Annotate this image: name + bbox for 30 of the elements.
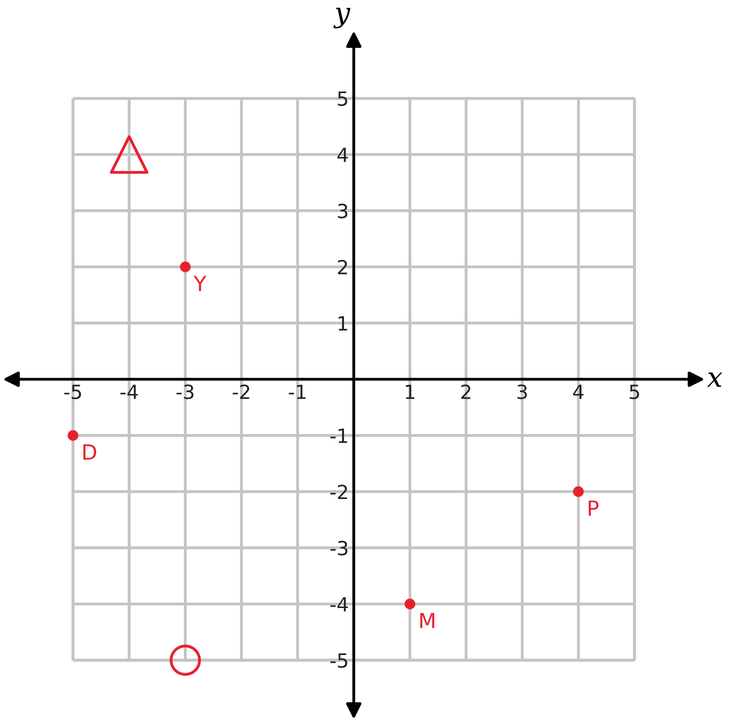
y-tick-label: 4 [337,148,348,162]
y-tick-label: -2 [330,484,347,500]
y-tick-label: 5 [338,92,348,106]
x-axis-title: x [707,372,722,387]
x-tick-label: 1 [406,384,414,399]
y-tick-label: -5 [330,653,348,668]
annotation: Y [194,276,206,292]
x-tick-label: -2 [232,384,250,399]
point [573,486,584,497]
y-tick-label: 3 [338,204,348,218]
annotation: P [588,500,599,516]
point [180,262,191,272]
y-tick-label: 1 [338,316,348,330]
x-tick-label: 2 [461,384,470,399]
x-tick-label: -4 [120,384,138,399]
point [404,598,416,610]
x-tick-label: 3 [518,384,527,400]
annotation: D [83,444,96,460]
point [68,430,78,441]
x-tick-label: 5 [630,384,640,400]
x-tick-label: -5 [64,384,81,400]
y-axis-title: y [333,8,350,28]
annotation: M [420,612,434,628]
y-tick-label: -3 [330,540,348,556]
y-tick-label: -4 [330,597,348,612]
x-tick-label: -3 [176,384,194,400]
x-tick-label: -1 [288,384,306,399]
y-tick-label: -1 [330,428,348,443]
y-tick-label: 2 [338,260,347,274]
x-tick-label: 4 [573,384,584,399]
